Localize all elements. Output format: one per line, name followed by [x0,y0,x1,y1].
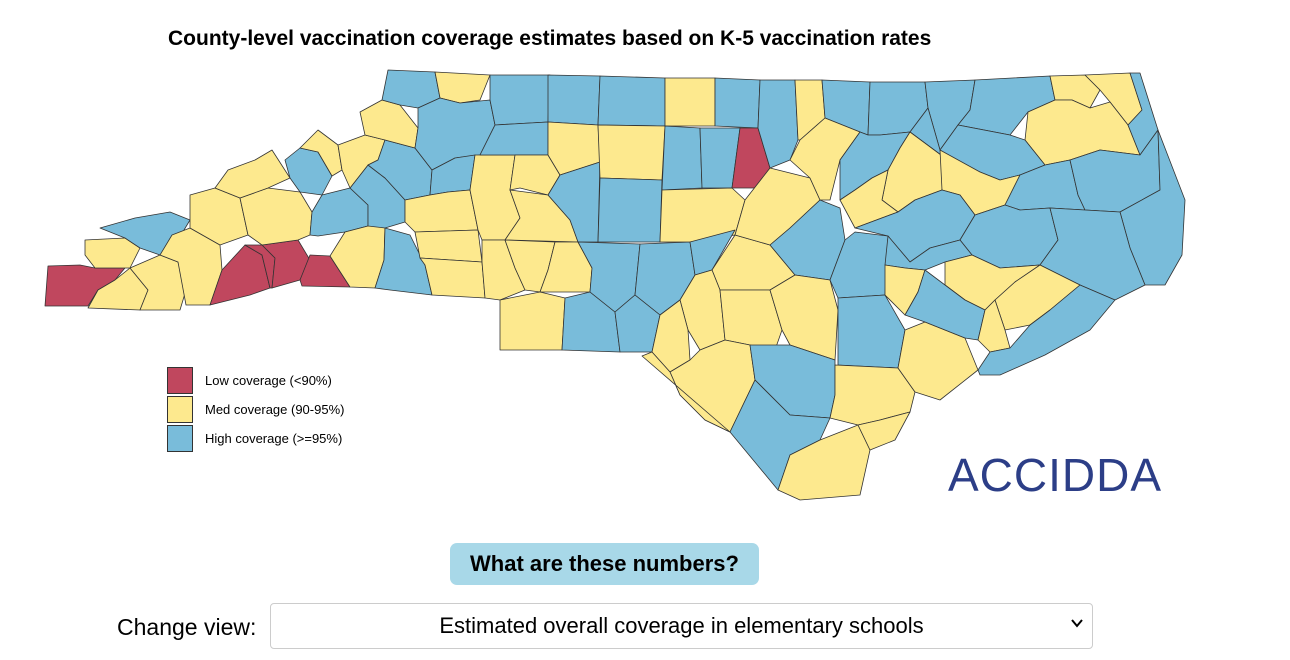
county[interactable] [977,284,1116,376]
legend-label: Med coverage (90-95%) [205,402,345,417]
county[interactable] [897,321,979,401]
accidda-logo: ACCIDDA [948,448,1170,501]
county[interactable] [769,274,839,361]
view-select[interactable]: Estimated overall coverage in elementary… [270,603,1093,649]
county[interactable] [597,124,666,181]
county[interactable] [904,269,986,341]
change-view-label: Change view: [117,614,257,640]
county[interactable] [719,289,783,351]
county[interactable] [664,77,716,127]
legend-item-low: Low coverage (<90%) [167,366,344,395]
county[interactable] [489,74,551,126]
county[interactable] [597,177,663,243]
legend-label: Low coverage (<90%) [205,373,332,388]
county[interactable] [419,257,486,299]
county[interactable] [547,74,601,126]
county[interactable] [714,77,761,129]
view-select-value: Estimated overall coverage in elementary… [439,613,924,638]
county[interactable] [214,149,291,199]
page-title: County-level vaccination coverage estima… [168,27,932,50]
what-are-these-numbers-button[interactable]: What are these numbers? [450,543,759,585]
county[interactable] [1039,207,1146,301]
map-legend: Low coverage (<90%) Med coverage (90-95%… [167,366,344,453]
county[interactable] [499,291,566,351]
county[interactable] [597,75,666,127]
legend-label: High coverage (>=95%) [205,431,343,446]
logo-text: ACCIDDA [948,449,1163,501]
legend-item-med: Med coverage (90-95%) [167,395,344,424]
nc-county-map [44,69,1186,501]
county[interactable] [661,125,703,191]
legend-swatch-low [167,367,193,394]
legend-item-high: High coverage (>=95%) [167,424,344,453]
legend-swatch-med [167,396,193,423]
county[interactable] [239,187,313,246]
county[interactable] [374,227,433,296]
county[interactable] [857,411,911,451]
county[interactable] [414,229,483,263]
county[interactable] [837,294,906,369]
chevron-down-icon [1071,619,1083,628]
legend-swatch-high [167,425,193,452]
county[interactable] [434,71,491,104]
